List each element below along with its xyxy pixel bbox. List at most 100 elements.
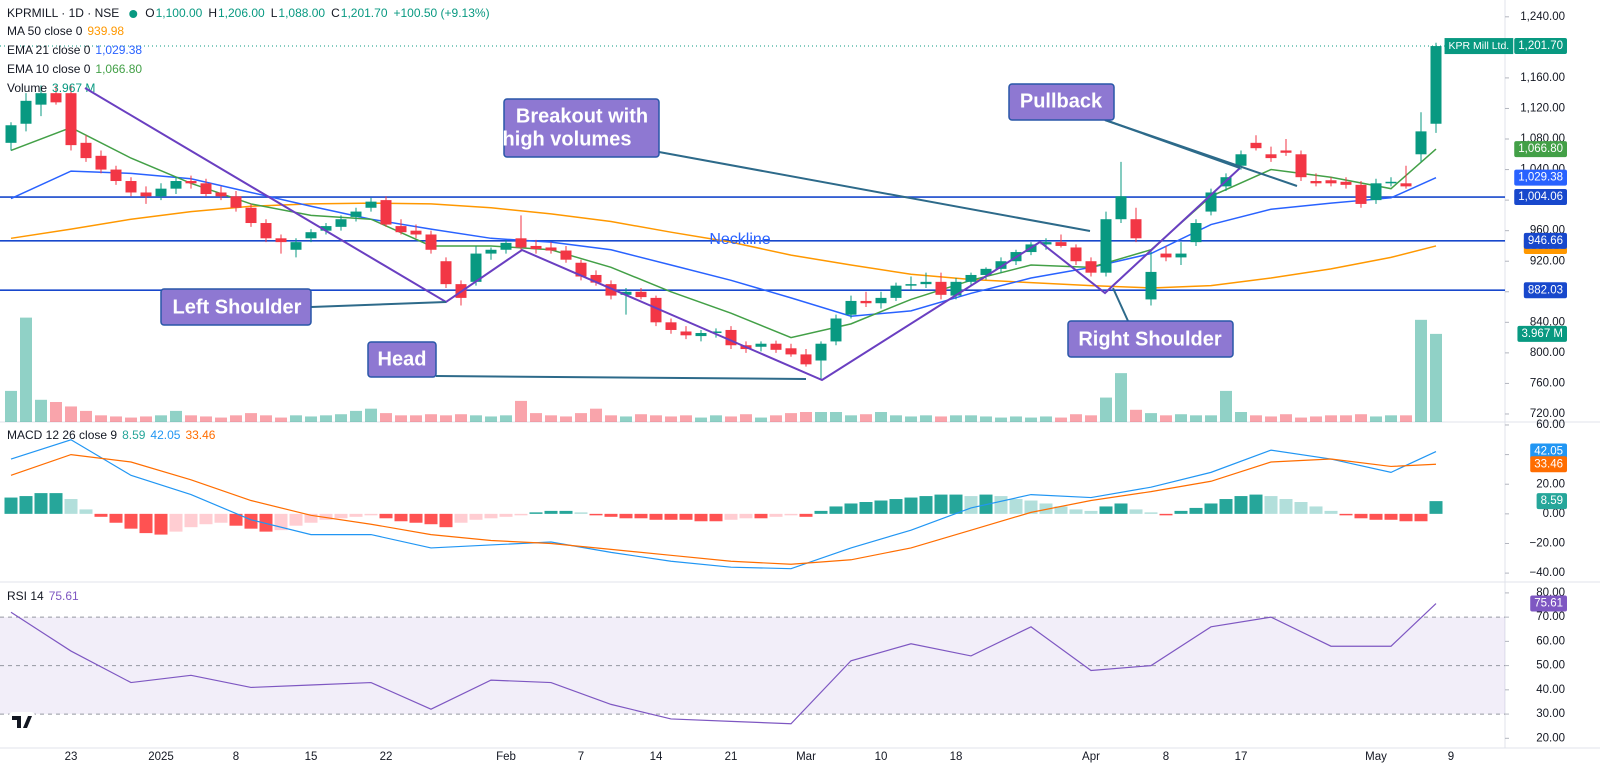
volume-bar (695, 417, 707, 422)
volume-bar (95, 415, 107, 422)
x-tick-label: 9 (1448, 751, 1454, 763)
volume-bar (290, 415, 302, 422)
histogram-bar (64, 499, 78, 514)
candle-body (305, 232, 317, 239)
candle-body (935, 281, 947, 295)
price-badge-label: 1,201.70 (1518, 40, 1563, 52)
volume-bar (545, 415, 557, 422)
x-tick-label: 7 (578, 751, 584, 763)
histogram-bar (1354, 513, 1368, 519)
volume-bar (110, 416, 122, 422)
candle-body (1355, 184, 1367, 204)
histogram-bar (829, 506, 843, 514)
ohlc-value: 1,100.00 (156, 6, 203, 20)
x-tick-label: 21 (725, 751, 738, 763)
volume-bar (650, 415, 662, 422)
candle-body (1340, 181, 1352, 185)
level-badge (1514, 189, 1567, 206)
histogram-bar (364, 513, 378, 516)
histogram-bar (394, 513, 408, 522)
rsi-line (10, 603, 1437, 725)
histogram-bar (769, 513, 783, 517)
volume-bar (1025, 417, 1037, 422)
legend-value: 3.967 M (52, 81, 95, 95)
histogram-bar (904, 497, 918, 514)
candle-body (1250, 142, 1262, 149)
y-tick-label: 720.00 (1530, 408, 1565, 420)
x-tick-label: 10 (875, 751, 888, 763)
pointer (1112, 287, 1129, 322)
volume-bar (425, 414, 437, 422)
volume-bar (440, 415, 452, 422)
histogram-bar (1264, 496, 1278, 514)
volume-bar (1295, 417, 1307, 422)
ma-line (10, 170, 1437, 317)
histogram-bar (964, 496, 978, 514)
candle-body (215, 192, 227, 197)
note-box (1008, 83, 1115, 121)
volume-bar (1430, 333, 1442, 422)
volume-bar (125, 417, 137, 422)
volume-bar (50, 402, 62, 422)
histogram-bar (1294, 502, 1308, 514)
volume-bar (1355, 414, 1367, 422)
note: Right Shoulder (1078, 328, 1222, 350)
histogram-bar (1219, 499, 1233, 514)
candle-body (1160, 253, 1172, 258)
volume-bar (1040, 416, 1052, 422)
candle-body (1280, 150, 1292, 153)
volume-bar (215, 417, 227, 422)
symbol-badge (1444, 38, 1514, 55)
volume-bar (1085, 415, 1097, 422)
candle-body (1370, 183, 1382, 201)
macd-badge-label: 42.05 (1534, 446, 1563, 458)
candle-body (1190, 223, 1202, 243)
histogram-badge (1536, 493, 1567, 510)
macd-line (10, 439, 1437, 570)
volume-bar (335, 414, 347, 422)
rsi-badge (1530, 595, 1567, 612)
neckline-label: Neckline (709, 231, 770, 248)
y-tick-label: 20.00 (1536, 478, 1565, 490)
logo-mark (12, 716, 32, 728)
y-tick-label: 60.00 (1536, 419, 1565, 431)
candle-body (590, 274, 602, 283)
candle-body (1415, 131, 1427, 155)
histogram-bar (349, 513, 363, 517)
volume-bar (1175, 414, 1187, 422)
note: Pullback (1020, 90, 1103, 112)
histogram-bar (1099, 506, 1113, 514)
note-box (1067, 320, 1234, 358)
candle-body (710, 331, 722, 334)
candle-body (830, 318, 842, 342)
annotations: Neckline Left Shoulder Head Breakout wit… (9, 83, 1298, 732)
volume-bar (755, 417, 767, 422)
volume-bar (830, 412, 842, 422)
volume-bar (710, 415, 722, 422)
candle-body (1085, 261, 1097, 273)
volume-bar (305, 416, 317, 422)
candle-body (800, 354, 812, 365)
candle-body (560, 250, 572, 260)
candle-body (410, 230, 422, 235)
histogram-bar (424, 513, 438, 525)
candle-body (485, 249, 497, 254)
histogram-bar (1279, 499, 1293, 514)
x-tick-label: 14 (650, 751, 663, 763)
volume-bar (185, 415, 197, 422)
candle-body (470, 253, 482, 282)
rsi-badge-label: 75.61 (1534, 598, 1563, 610)
candle-body (545, 247, 557, 251)
volume-bar (980, 416, 992, 422)
y-tick-label: 60.00 (1536, 635, 1565, 647)
histogram-bar (214, 513, 228, 523)
candle-body (230, 196, 242, 208)
candle-body (65, 93, 77, 146)
histogram-bar (1234, 496, 1248, 514)
volume-bar (635, 414, 647, 422)
histogram-bar (604, 513, 618, 517)
volume-bar (500, 415, 512, 422)
histogram-bar (199, 513, 213, 525)
